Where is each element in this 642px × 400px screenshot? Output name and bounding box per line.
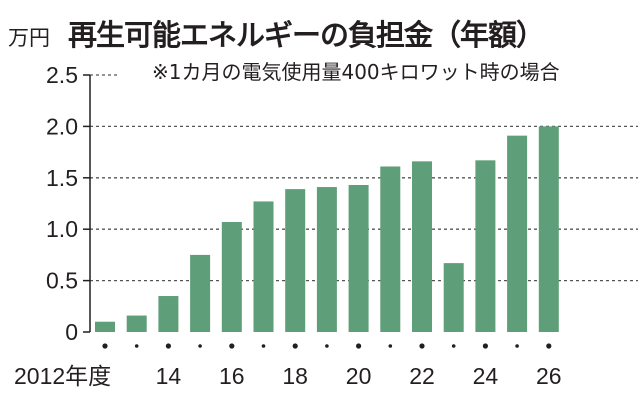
bar-2026 (538, 126, 559, 333)
chart-title: 再生可能エネルギーの負担金（年額） (68, 18, 545, 52)
y-tick-label: 1.5 (46, 165, 78, 191)
y-tick-label: 1.0 (46, 216, 78, 242)
bar-2019 (316, 187, 337, 332)
x-tick-label: 2012年度 (14, 363, 111, 389)
x-tick-dot (451, 344, 456, 348)
x-tick-dot (165, 343, 171, 349)
bar-2022 (412, 161, 432, 332)
bar-2015 (190, 254, 211, 332)
bar-2023 (443, 263, 464, 332)
y-tick-label: 0.5 (46, 268, 78, 294)
x-tick-dot (515, 344, 519, 348)
x-tick-dot (261, 344, 266, 348)
x-tick-dot (325, 344, 329, 348)
x-tick-dot (198, 344, 202, 348)
bar-2016 (221, 222, 242, 332)
x-tick-dot (546, 343, 552, 349)
x-tick-label: 20 (346, 363, 372, 389)
y-tick-label: 0 (65, 319, 78, 345)
bar-2013 (126, 315, 147, 332)
x-tick-dot (292, 343, 298, 349)
x-tick-dot (388, 344, 393, 348)
bar-2025 (507, 135, 528, 332)
bar-2017 (253, 201, 274, 332)
y-axis-unit: 万円 (8, 26, 50, 50)
chart-note: ※1カ月の電気使用量400キロワット時の場合 (152, 60, 560, 84)
x-tick-label: 26 (536, 363, 562, 389)
x-tick-dot (356, 343, 362, 349)
x-tick-dot (419, 343, 425, 349)
x-tick-dot (229, 343, 235, 349)
bar-2012 (95, 321, 115, 332)
x-tick-label: 18 (282, 363, 308, 389)
bar-2024 (475, 160, 496, 332)
bar-2018 (285, 189, 306, 332)
x-tick-label: 14 (156, 363, 182, 389)
bar-2014 (158, 296, 179, 332)
x-tick-dot (134, 344, 139, 348)
x-tick-label: 24 (473, 363, 499, 389)
y-tick-label: 2.0 (46, 113, 78, 139)
y-tick-label: 2.5 (46, 62, 78, 88)
x-tick-label: 22 (409, 363, 435, 389)
bar-2021 (380, 166, 401, 332)
x-tick-dot (102, 343, 108, 349)
x-tick-dot (482, 343, 488, 349)
bar-2020 (348, 184, 369, 332)
x-tick-label: 16 (219, 363, 245, 389)
